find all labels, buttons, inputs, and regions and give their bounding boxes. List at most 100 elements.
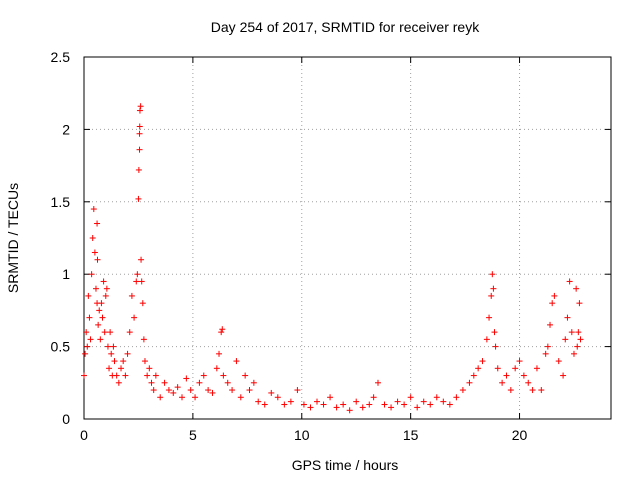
data-point <box>366 401 373 408</box>
data-point <box>136 130 143 137</box>
x-tick-label: 15 <box>403 427 419 443</box>
data-point <box>549 300 556 307</box>
data-point <box>300 401 307 408</box>
data-point <box>92 285 99 292</box>
x-axis-title: GPS time / hours <box>292 457 399 473</box>
data-point <box>401 401 408 408</box>
data-point <box>414 404 421 411</box>
data-point <box>108 350 115 357</box>
data-point <box>281 401 288 408</box>
data-point <box>370 394 377 401</box>
data-point <box>229 387 236 394</box>
data-point <box>134 271 141 278</box>
data-point <box>138 278 145 285</box>
x-tick-label: 10 <box>294 427 310 443</box>
data-point <box>374 379 381 386</box>
data-point <box>192 394 199 401</box>
data-point <box>503 372 510 379</box>
data-point <box>136 146 143 153</box>
data-point <box>85 292 92 299</box>
data-point <box>512 365 519 372</box>
data-point <box>250 379 257 386</box>
data-point <box>144 372 151 379</box>
data-point <box>340 401 347 408</box>
data-point <box>576 300 583 307</box>
data-point <box>529 387 536 394</box>
data-point <box>333 404 340 411</box>
data-point <box>490 285 497 292</box>
data-point <box>327 394 334 401</box>
x-tick-label: 5 <box>189 427 197 443</box>
data-point <box>216 350 223 357</box>
data-point <box>525 379 532 386</box>
data-point <box>237 394 244 401</box>
data-point <box>494 365 501 372</box>
data-point <box>131 314 138 321</box>
data-point <box>575 329 582 336</box>
data-point <box>148 379 155 386</box>
data-point <box>233 358 240 365</box>
data-point <box>146 365 153 372</box>
data-point <box>150 387 157 394</box>
data-point <box>520 372 527 379</box>
data-point <box>90 206 97 213</box>
data-point <box>466 379 473 386</box>
data-point <box>196 379 203 386</box>
data-point <box>407 394 414 401</box>
data-point <box>542 350 549 357</box>
data-point <box>440 398 447 405</box>
data-point <box>562 336 569 343</box>
x-tick-label: 0 <box>80 427 88 443</box>
data-point <box>573 285 580 292</box>
data-point <box>453 394 460 401</box>
data-point <box>95 321 102 328</box>
data-point <box>475 365 482 372</box>
data-point <box>139 300 146 307</box>
data-point <box>274 394 281 401</box>
data-point <box>564 314 571 321</box>
data-point <box>152 372 159 379</box>
data-point <box>488 292 495 299</box>
data-point <box>165 387 172 394</box>
data-point <box>307 404 314 411</box>
y-tick-label: 0 <box>62 411 70 427</box>
data-point <box>551 292 558 299</box>
data-point <box>135 195 142 202</box>
data-point <box>491 329 498 336</box>
data-point <box>157 394 164 401</box>
data-point <box>104 343 111 350</box>
data-point <box>479 358 486 365</box>
data-point <box>388 404 395 411</box>
data-point <box>91 249 98 256</box>
data-point <box>96 307 103 314</box>
data-point <box>205 387 212 394</box>
data-point <box>174 384 181 391</box>
data-point <box>84 343 91 350</box>
data-point <box>220 372 227 379</box>
data-point <box>86 314 93 321</box>
data-point <box>568 329 575 336</box>
data-point <box>118 365 125 372</box>
data-point <box>102 292 109 299</box>
y-tick-label: 0.5 <box>51 339 71 355</box>
data-point <box>566 278 573 285</box>
data-point <box>133 278 140 285</box>
data-point <box>446 401 453 408</box>
data-point <box>381 401 388 408</box>
y-tick-label: 2.5 <box>51 49 71 65</box>
data-point <box>560 372 567 379</box>
data-point <box>470 372 477 379</box>
data-point <box>427 401 434 408</box>
data-point <box>246 387 253 394</box>
data-point <box>547 321 554 328</box>
data-point <box>499 379 506 386</box>
data-point <box>242 372 249 379</box>
data-point <box>122 372 129 379</box>
data-point <box>103 285 110 292</box>
data-point <box>200 372 207 379</box>
data-point <box>87 336 94 343</box>
data-point <box>420 398 427 405</box>
data-point <box>89 235 96 241</box>
data-point <box>507 387 514 394</box>
data-point <box>183 375 190 382</box>
